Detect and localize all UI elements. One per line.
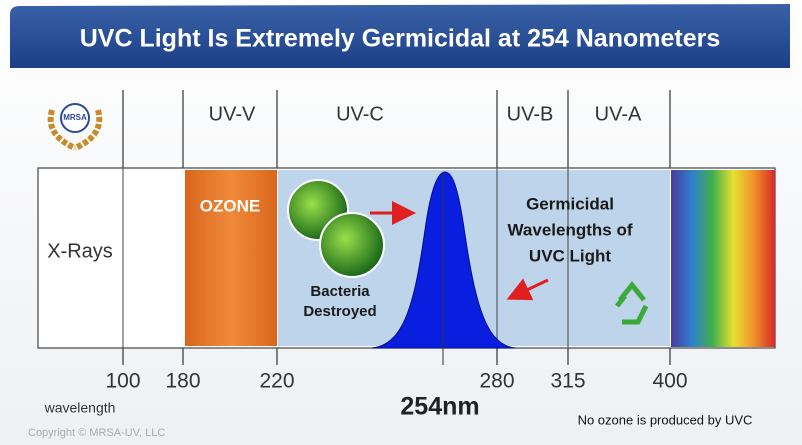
scale-label: 220	[259, 370, 294, 393]
ozone-region	[185, 170, 277, 346]
scale-label: 280	[479, 370, 514, 393]
ozone-label: OZONE	[200, 196, 260, 215]
germicidal-label: Germicidal	[526, 194, 614, 213]
scale-label: 100	[105, 370, 140, 393]
visible-spectrum	[671, 170, 775, 347]
scale-label: 315	[550, 370, 585, 393]
bacteria-icon	[319, 212, 385, 278]
title: UVC Light Is Extremely Germicidal at 254…	[80, 25, 721, 53]
scale-label: 180	[165, 370, 200, 393]
xrays-label: X-Rays	[47, 240, 113, 262]
band-label: UV-V	[209, 103, 256, 125]
germicidal-label: UVC Light	[529, 246, 611, 265]
band-label: UV-C	[336, 103, 384, 125]
peak-label: 254nm	[400, 393, 479, 421]
copyright: Copyright © MRSA-UV, LLC	[28, 427, 165, 439]
note: No ozone is produced by UVC	[578, 412, 753, 427]
recycle-icon	[615, 280, 649, 325]
bacteria-label: Bacteria	[310, 283, 370, 300]
germicidal-label: Wavelengths of	[508, 220, 633, 239]
band-label: UV-A	[595, 103, 642, 125]
logo-text: MRSA	[63, 113, 87, 122]
scale-label: 400	[652, 370, 687, 393]
title-bar	[10, 4, 790, 68]
arrow	[506, 278, 549, 301]
logo: MRSA	[47, 103, 103, 151]
bacteria-label: Destroyed	[303, 303, 376, 320]
band-label: UV-B	[507, 103, 554, 125]
axis-label: wavelength	[44, 400, 116, 416]
